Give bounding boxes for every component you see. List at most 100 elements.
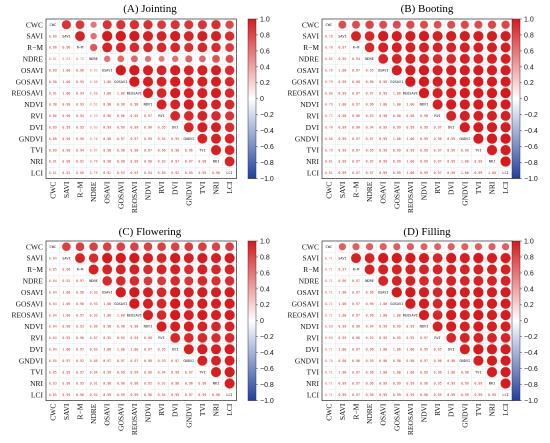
colorbar-tick-label: 0: [524, 318, 528, 325]
coef-label: 0.96: [352, 114, 360, 118]
corr-circle: [210, 110, 222, 121]
colorbar-tick-label: −0.8: [260, 160, 274, 167]
coef-label: 0.95: [338, 336, 346, 340]
coef-label: 0.96: [76, 69, 84, 73]
corr-circle: [224, 298, 236, 310]
column-label: R−M: [352, 181, 361, 197]
corr-circle: [377, 252, 389, 264]
corr-circle: [404, 76, 416, 88]
corr-circle: [378, 53, 389, 65]
corr-circle: [377, 42, 389, 53]
corr-circle: [210, 298, 222, 310]
corr-circle: [459, 332, 471, 344]
corr-circle: [224, 156, 235, 167]
coef-label: 0.98: [352, 80, 360, 84]
coef-label: 0.97: [144, 114, 152, 118]
coef-label: 0.96: [117, 114, 125, 118]
diagonal-label: NDVI: [144, 103, 153, 107]
coef-label: 0.99: [379, 325, 387, 329]
column-label: REOSAVI: [130, 403, 139, 435]
corr-circle: [501, 20, 511, 30]
coef-label: 1.00: [406, 137, 414, 141]
corr-circle: [156, 321, 167, 332]
coef-label: 0.96: [352, 325, 360, 329]
corr-circle: [142, 76, 154, 88]
corr-circle: [377, 264, 389, 275]
column-label: GOSAVI: [392, 181, 401, 209]
corr-circle: [473, 53, 484, 65]
column-label: DVI: [171, 181, 180, 195]
coef-label: 0.96: [352, 336, 360, 340]
column-label: LCI: [225, 403, 234, 416]
coef-label: 0.71: [325, 393, 333, 397]
diagonal-label: NDVI: [420, 103, 429, 107]
coef-label: 0.98: [62, 148, 70, 152]
corr-circle: [418, 42, 430, 53]
corr-circle: [500, 121, 512, 133]
corr-circle: [143, 242, 153, 252]
corr-circle: [486, 252, 498, 264]
coef-label: 0.99: [393, 160, 401, 164]
coef-label: 0.59: [90, 114, 98, 118]
corr-circle: [89, 43, 98, 52]
corr-circle: [418, 252, 430, 264]
corr-circle: [486, 144, 498, 156]
corr-circle: [446, 332, 457, 344]
corr-circle: [197, 133, 208, 144]
colorbar-tick-label: 0.8: [524, 254, 534, 261]
coef-label: 0.98: [62, 382, 70, 386]
coef-label: 0.78: [325, 34, 333, 38]
corr-circle: [404, 252, 416, 264]
coef-label: 0.99: [420, 370, 428, 374]
coef-label: 0.95: [434, 393, 442, 397]
coef-label: 1.00: [62, 302, 70, 306]
corr-circle: [473, 110, 484, 122]
coef-label: 0.94: [90, 370, 98, 374]
corr-circle: [378, 20, 388, 29]
coef-label: 0.99: [406, 148, 414, 152]
corr-circle: [364, 30, 375, 42]
corr-circle: [169, 76, 181, 88]
coef-label: 0.96: [434, 370, 442, 374]
corr-circle: [445, 110, 457, 122]
corr-circle: [432, 30, 443, 42]
coef-label: 0.94: [366, 126, 374, 130]
corr-circle: [210, 99, 222, 110]
corr-circle: [156, 30, 167, 42]
coef-label: 0.62: [90, 103, 98, 107]
diagonal-label: NRI: [489, 382, 496, 386]
corr-circle: [472, 343, 484, 355]
diagonal-label: NDRE: [365, 279, 374, 283]
diagonal-label: SAVI: [338, 256, 347, 260]
coef-label: 0.99: [338, 126, 346, 130]
column-label: GOSAVI: [116, 181, 125, 209]
row-label: GNDVI: [295, 134, 320, 143]
corr-circle: [169, 298, 181, 310]
coef-label: 0.96: [352, 359, 360, 363]
corr-circle: [210, 332, 222, 343]
corr-circle: [432, 275, 443, 286]
coef-label: 0.96: [103, 137, 111, 141]
coef-label: 0.99: [420, 160, 428, 164]
corr-circle: [445, 321, 457, 332]
coef-label: 0.99: [198, 393, 206, 397]
coef-label: 0.78: [325, 46, 333, 50]
corr-circle: [183, 332, 194, 343]
coef-label: 1.00: [62, 348, 70, 352]
coef-label: 0.84: [49, 256, 57, 260]
corr-circle: [115, 264, 127, 275]
coef-label: 0.94: [352, 57, 360, 61]
corr-circle: [183, 122, 194, 133]
column-label: RVI: [433, 403, 442, 416]
corr-circle: [224, 88, 235, 99]
diagonal-label: GOSAVI: [114, 302, 127, 306]
coef-label: 0.94: [130, 336, 138, 340]
corr-circle: [501, 242, 510, 251]
row-label: R−M: [27, 265, 43, 274]
corr-circle: [142, 309, 154, 321]
coef-label: 0.93: [158, 359, 166, 363]
colorbar-tick-label: 0.4: [524, 64, 534, 71]
corr-circle: [459, 343, 471, 355]
corr-circle: [156, 276, 167, 286]
diagonal-label: OSAVI: [378, 69, 389, 73]
